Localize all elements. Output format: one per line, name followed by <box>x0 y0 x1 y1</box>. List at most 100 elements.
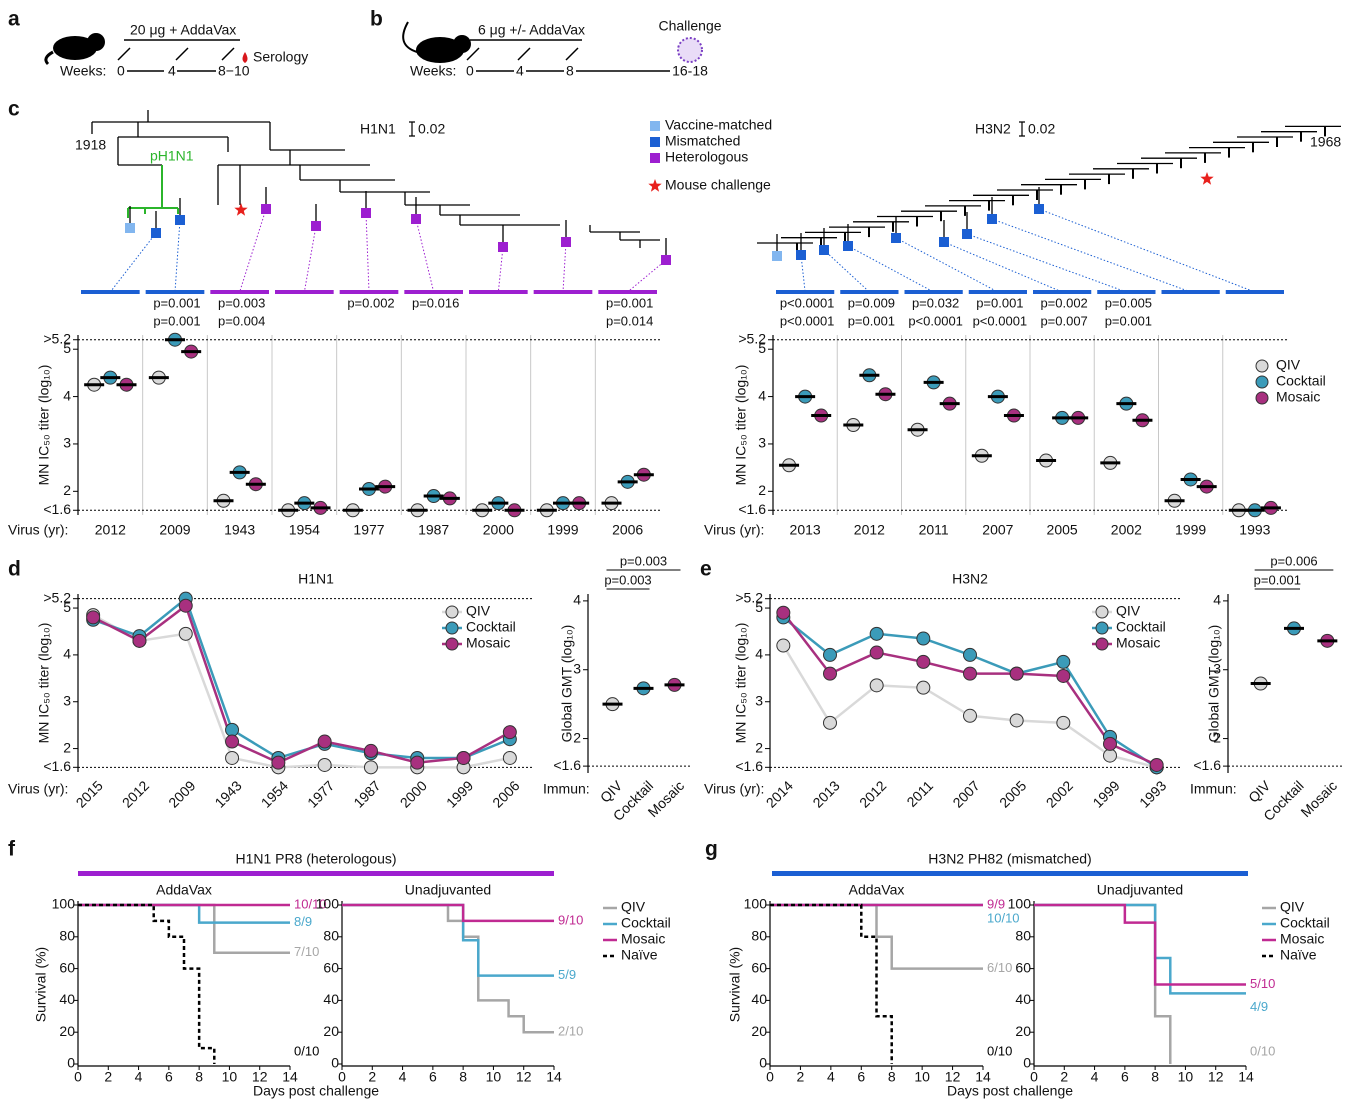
x-tick-label: 2000 <box>397 777 430 810</box>
legend-label: QIV <box>621 899 646 915</box>
week: 4 <box>168 63 176 79</box>
legend-label: Mosaic <box>1276 389 1320 405</box>
chart-title: H3N2 <box>952 571 988 587</box>
p-value: p=0.001 <box>153 313 200 328</box>
x-tick-label: 1954 <box>289 522 320 538</box>
virus-group-bar <box>598 290 657 294</box>
y-tick-label: 20 <box>1015 1023 1031 1039</box>
y-tick-label: 2 <box>758 482 766 498</box>
x-tick-label: 0 <box>338 1069 346 1085</box>
end-label: 2/10 <box>558 1024 583 1039</box>
y-tick-label: 80 <box>59 928 75 944</box>
y-tick-label: 40 <box>59 991 75 1007</box>
virus-group-bar <box>210 290 269 294</box>
x-tick-label: 8 <box>195 1069 203 1085</box>
tree-tip <box>311 221 321 231</box>
point <box>179 599 192 612</box>
dose: 6 μg +/- AddaVax <box>478 22 585 38</box>
p-value: p=0.001 <box>606 295 653 310</box>
x-tick-label: 1987 <box>350 777 383 810</box>
legend-label: Naïve <box>621 947 658 963</box>
point <box>226 751 239 764</box>
tree-tip <box>843 241 853 251</box>
point <box>179 627 192 640</box>
x-tick-label: 0 <box>1030 1069 1038 1085</box>
point <box>272 756 285 769</box>
x-tick-label: 6 <box>857 1069 865 1085</box>
tree-tip <box>661 255 671 265</box>
week: 16-18 <box>672 63 708 79</box>
x-tick-label: 8 <box>888 1069 896 1085</box>
tree-tip <box>962 229 972 239</box>
panel-label: g <box>705 838 718 861</box>
connector <box>628 260 666 292</box>
connector <box>498 247 503 292</box>
y-tick-label: 100 <box>1008 896 1032 912</box>
title-bar <box>772 871 1248 876</box>
survival-curve <box>342 905 554 1032</box>
x-tick-label: 2014 <box>763 777 796 810</box>
mouse-tail <box>403 22 417 52</box>
legend-marker <box>446 638 458 650</box>
tree-tip <box>796 250 806 260</box>
x-axis-title: Virus (yr): <box>704 522 764 538</box>
panel-label: e <box>700 558 712 581</box>
y-tick-label: 40 <box>1015 991 1031 1007</box>
y-axis-title: MN IC₅₀ titer (log₁₀) <box>733 365 749 486</box>
survival-curve <box>770 905 983 969</box>
x-tick-label: 2000 <box>483 522 514 538</box>
p-value: p=0.001 <box>1254 572 1301 587</box>
star-icon <box>234 203 247 216</box>
tree-tip <box>411 214 421 224</box>
x-tick-label: QIV <box>1245 777 1274 806</box>
point <box>870 679 883 692</box>
subtitle: AddaVax <box>849 882 905 898</box>
point <box>1104 737 1117 750</box>
y-tick-label: 3 <box>758 435 766 451</box>
connector <box>824 250 869 292</box>
point <box>1010 714 1023 727</box>
panel-label: d <box>8 558 21 581</box>
star-icon <box>1200 172 1213 185</box>
connector <box>563 242 566 292</box>
x-tick-label: 2002 <box>1043 777 1076 810</box>
page: {"figure":{"panel_labels":["a","b","c","… <box>0 0 1351 1107</box>
y-tick-label: <1.6 <box>1193 757 1221 773</box>
tree-tip <box>1034 204 1044 214</box>
p-value: p=0.003 <box>218 295 265 310</box>
mouse-tail <box>46 52 53 64</box>
p-value: p<0.0001 <box>780 313 835 328</box>
y-tick-label: >5.2 <box>43 330 71 346</box>
panel-label: f <box>8 838 16 861</box>
p-value: p<0.0001 <box>780 295 835 310</box>
x-tick-label: 2007 <box>982 522 1013 538</box>
clade-label: pH1N1 <box>150 148 194 164</box>
legend-label: QIV <box>1280 899 1305 915</box>
y-tick-label: 4 <box>755 646 763 662</box>
legend-label: QIV <box>1116 603 1141 619</box>
week: 8−10 <box>218 63 250 79</box>
series-line <box>93 599 510 758</box>
p-value: p=0.002 <box>347 295 394 310</box>
p-value: p=0.006 <box>1270 553 1317 568</box>
scale-bar <box>409 122 415 136</box>
connector <box>967 234 1126 292</box>
survival-curve <box>1034 905 1170 1064</box>
legend-label: Cocktail <box>466 619 516 635</box>
x-tick-label: 12 <box>1208 1069 1224 1085</box>
y-tick-label: <1.6 <box>738 501 766 517</box>
point <box>1057 669 1070 682</box>
x-tick-label: 4 <box>135 1069 143 1085</box>
tree-tip <box>561 237 571 247</box>
point <box>917 655 930 668</box>
tree-title: H3N2 <box>975 121 1011 137</box>
p-value: p=0.001 <box>153 295 200 310</box>
p-value: p=0.003 <box>620 553 667 568</box>
legend-marker <box>1256 392 1268 404</box>
series-line <box>783 613 1156 765</box>
end-label: 4/9 <box>1250 999 1268 1014</box>
x-tick-label: 2009 <box>165 777 198 810</box>
legend-label: Cocktail <box>1116 619 1166 635</box>
weeks-label: Weeks: <box>410 63 456 79</box>
survival-curve <box>1034 905 1246 985</box>
